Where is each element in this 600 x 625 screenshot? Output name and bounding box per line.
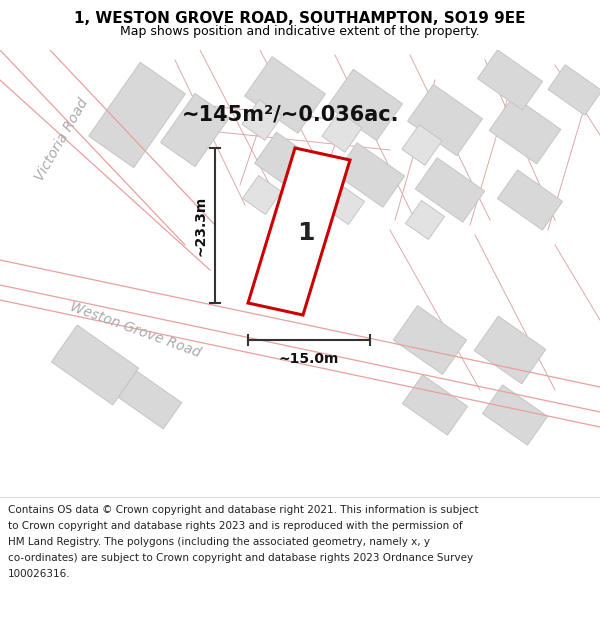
Polygon shape [406,201,445,239]
Polygon shape [322,112,362,152]
Polygon shape [489,96,561,164]
Polygon shape [248,148,350,315]
Text: to Crown copyright and database rights 2023 and is reproduced with the permissio: to Crown copyright and database rights 2… [8,521,463,531]
Polygon shape [242,99,282,141]
Polygon shape [0,50,215,240]
Text: Weston Grove Road: Weston Grove Road [68,300,202,360]
Text: Map shows position and indicative extent of the property.: Map shows position and indicative extent… [120,24,480,38]
Text: ~145m²/~0.036ac.: ~145m²/~0.036ac. [181,105,399,125]
Polygon shape [254,132,325,198]
Polygon shape [0,260,600,425]
Text: 1: 1 [297,221,315,245]
Polygon shape [242,176,281,214]
Polygon shape [394,306,467,374]
Text: 100026316.: 100026316. [8,569,71,579]
Polygon shape [245,57,325,133]
Polygon shape [548,65,600,115]
Polygon shape [474,316,546,384]
Text: HM Land Registry. The polygons (including the associated geometry, namely x, y: HM Land Registry. The polygons (includin… [8,537,430,547]
Polygon shape [118,371,182,429]
Polygon shape [407,84,482,156]
Polygon shape [326,186,364,224]
Polygon shape [497,170,563,230]
Polygon shape [482,385,548,445]
Text: ~15.0m: ~15.0m [279,352,339,366]
Polygon shape [52,325,139,405]
Polygon shape [89,62,185,168]
Polygon shape [415,158,485,222]
Text: Victoria Road: Victoria Road [33,96,91,184]
Polygon shape [402,124,442,166]
Polygon shape [328,69,403,141]
Polygon shape [335,142,404,208]
Text: Contains OS data © Crown copyright and database right 2021. This information is : Contains OS data © Crown copyright and d… [8,505,479,515]
Polygon shape [161,93,229,167]
Text: co-ordinates) are subject to Crown copyright and database rights 2023 Ordnance S: co-ordinates) are subject to Crown copyr… [8,553,473,563]
Polygon shape [403,375,467,435]
Polygon shape [478,50,542,110]
Text: 1, WESTON GROVE ROAD, SOUTHAMPTON, SO19 9EE: 1, WESTON GROVE ROAD, SOUTHAMPTON, SO19 … [74,11,526,26]
Text: ~23.3m: ~23.3m [193,196,207,256]
